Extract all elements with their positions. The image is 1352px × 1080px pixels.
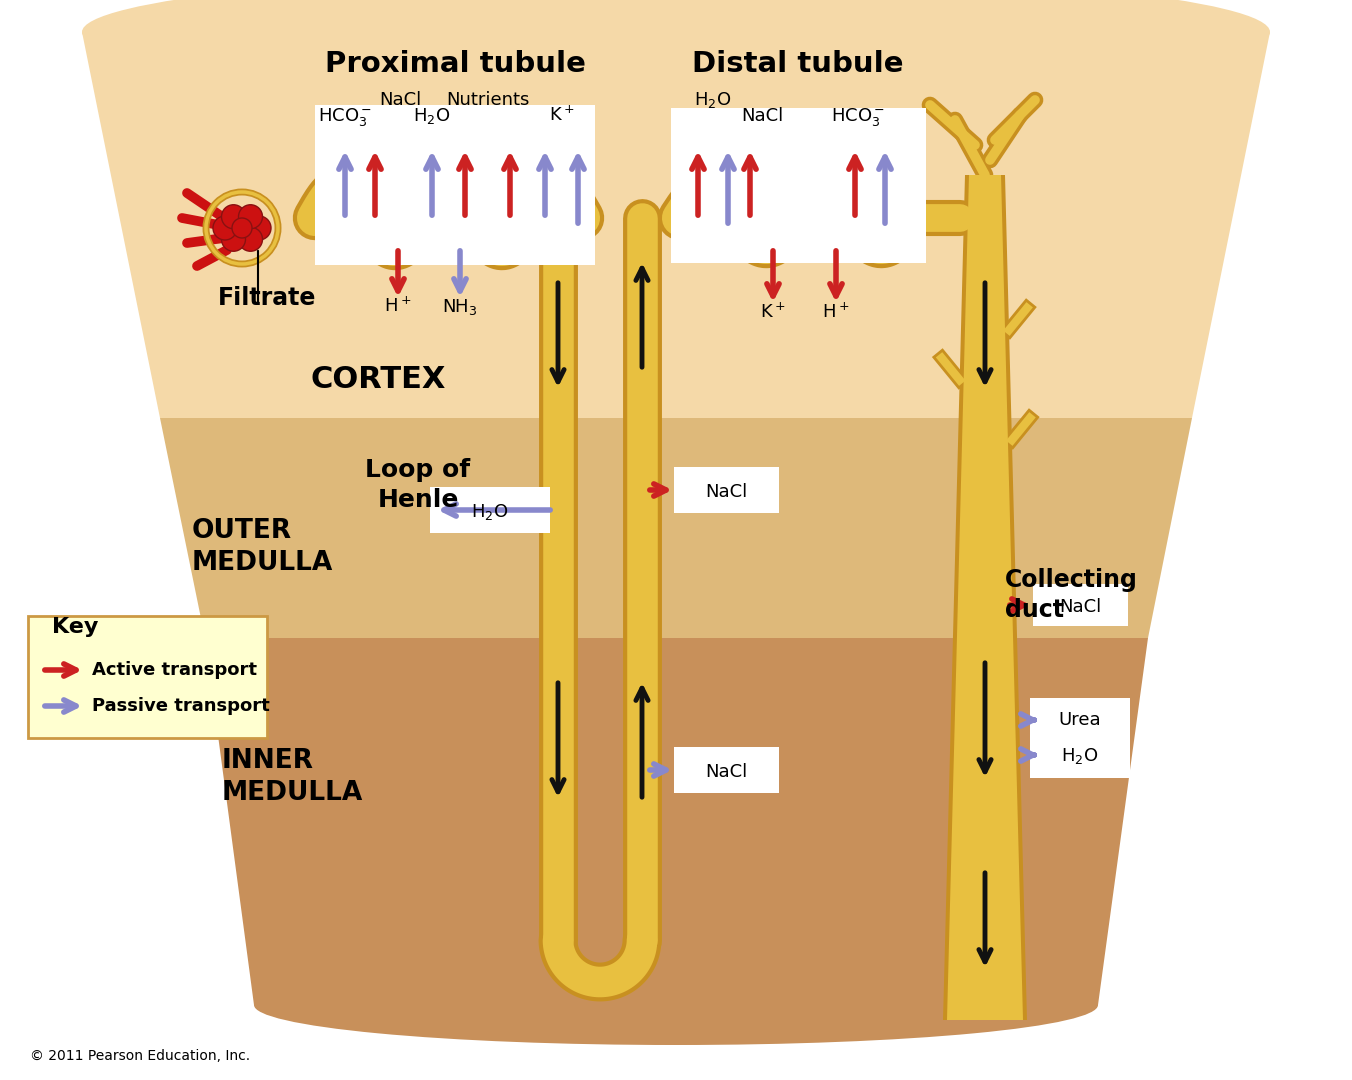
Circle shape: [238, 205, 262, 229]
Polygon shape: [160, 418, 1192, 638]
Polygon shape: [946, 175, 1023, 1020]
Text: K$^+$: K$^+$: [549, 106, 575, 125]
Text: H$_2$O: H$_2$O: [1061, 746, 1099, 766]
Polygon shape: [942, 175, 1028, 1020]
Circle shape: [233, 218, 251, 238]
Text: Passive transport: Passive transport: [92, 697, 270, 715]
Text: H$_2$O: H$_2$O: [472, 502, 508, 522]
Text: Filtrate: Filtrate: [218, 286, 316, 310]
Text: Active transport: Active transport: [92, 661, 257, 679]
Text: CORTEX: CORTEX: [310, 365, 445, 394]
Text: Distal tubule: Distal tubule: [692, 50, 903, 78]
Text: Proximal tubule: Proximal tubule: [324, 50, 585, 78]
Text: Loop of
Henle: Loop of Henle: [365, 458, 470, 512]
Text: Nutrients: Nutrients: [446, 91, 530, 109]
Circle shape: [247, 216, 270, 240]
Text: INNER
MEDULLA: INNER MEDULLA: [222, 748, 364, 806]
Text: NaCl: NaCl: [704, 762, 748, 781]
Text: NH$_3$: NH$_3$: [442, 297, 477, 318]
Polygon shape: [206, 638, 1148, 1005]
Text: H$^+$: H$^+$: [822, 302, 849, 322]
Text: NaCl: NaCl: [1059, 598, 1101, 616]
Ellipse shape: [82, 0, 1270, 92]
FancyBboxPatch shape: [315, 105, 595, 265]
Text: Urea: Urea: [1059, 711, 1102, 729]
Text: OUTER
MEDULLA: OUTER MEDULLA: [192, 518, 333, 576]
Text: NaCl: NaCl: [741, 107, 783, 125]
Text: H$^+$: H$^+$: [384, 297, 412, 316]
FancyBboxPatch shape: [28, 616, 266, 738]
Text: K$^+$: K$^+$: [760, 302, 786, 322]
Text: HCO$_3^-$: HCO$_3^-$: [318, 106, 372, 129]
Circle shape: [238, 227, 262, 252]
Ellipse shape: [254, 966, 1098, 1045]
Text: © 2011 Pearson Education, Inc.: © 2011 Pearson Education, Inc.: [30, 1049, 250, 1063]
FancyBboxPatch shape: [1030, 698, 1130, 778]
FancyBboxPatch shape: [1033, 584, 1128, 626]
Text: HCO$_3^-$: HCO$_3^-$: [831, 106, 886, 129]
FancyBboxPatch shape: [673, 747, 779, 793]
Polygon shape: [82, 32, 1270, 418]
Text: H$_2$O: H$_2$O: [414, 106, 450, 126]
Text: Key: Key: [51, 617, 99, 637]
Text: H$_2$O: H$_2$O: [695, 90, 731, 110]
Circle shape: [222, 227, 246, 252]
Text: NaCl: NaCl: [704, 483, 748, 501]
Circle shape: [222, 205, 246, 229]
FancyBboxPatch shape: [430, 487, 550, 534]
Circle shape: [214, 216, 237, 240]
FancyBboxPatch shape: [673, 467, 779, 513]
Text: NaCl: NaCl: [379, 91, 420, 109]
FancyBboxPatch shape: [671, 108, 926, 262]
Text: Collecting
duct: Collecting duct: [1005, 568, 1138, 622]
